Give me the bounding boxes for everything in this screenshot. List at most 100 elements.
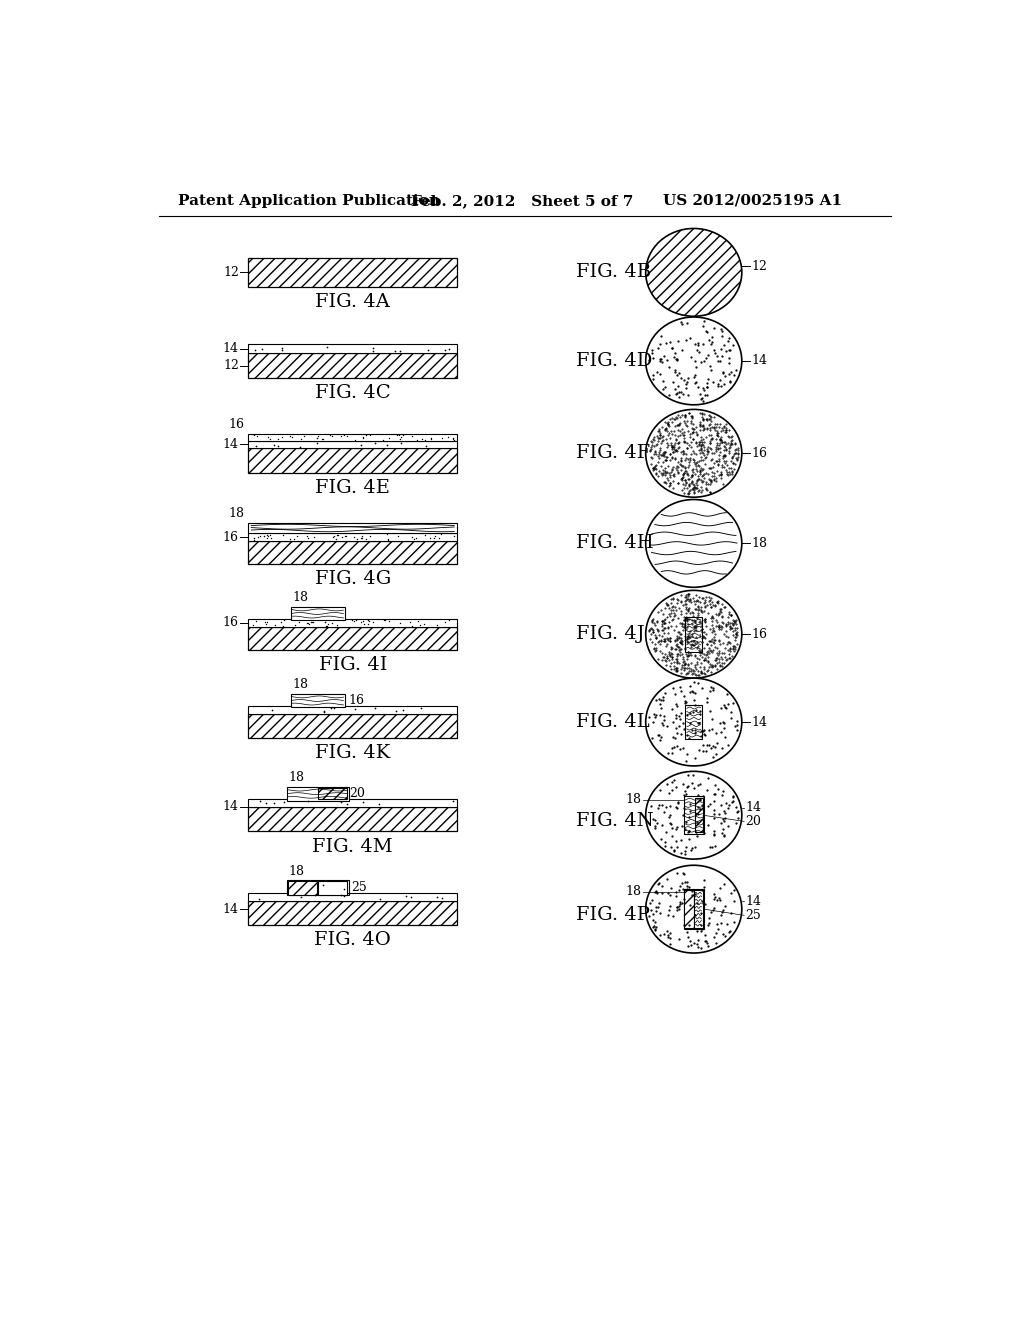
Point — [359, 614, 376, 635]
Point — [346, 611, 362, 632]
Point — [259, 525, 275, 546]
Point — [346, 527, 362, 548]
Point — [303, 611, 319, 632]
Point — [256, 525, 272, 546]
Bar — [248, 541, 458, 564]
Point — [395, 425, 412, 446]
Point — [258, 614, 274, 635]
Point — [318, 610, 335, 631]
Bar — [248, 441, 458, 449]
Point — [329, 524, 345, 545]
Text: FIG. 4A: FIG. 4A — [315, 293, 390, 312]
Point — [252, 525, 268, 546]
Point — [259, 528, 275, 549]
Point — [316, 701, 333, 722]
Point — [300, 612, 316, 634]
Point — [274, 338, 291, 359]
Text: Patent Application Publication: Patent Application Publication — [178, 194, 440, 207]
Point — [324, 612, 340, 634]
Point — [403, 527, 420, 548]
Text: 25: 25 — [351, 880, 367, 894]
Text: 18: 18 — [289, 771, 304, 784]
Text: 12: 12 — [223, 359, 239, 372]
Text: 14: 14 — [223, 342, 239, 355]
Point — [315, 701, 332, 722]
Point — [336, 424, 352, 445]
Point — [318, 615, 335, 636]
Ellipse shape — [646, 590, 741, 678]
Point — [354, 426, 371, 447]
Bar — [248, 257, 458, 286]
Point — [264, 700, 281, 721]
Point — [437, 339, 454, 360]
Point — [246, 528, 262, 549]
Text: FIG. 4N: FIG. 4N — [575, 812, 653, 830]
Point — [410, 429, 426, 450]
Point — [422, 428, 438, 449]
Text: 20: 20 — [349, 787, 366, 800]
Point — [257, 611, 273, 632]
Point — [305, 527, 322, 548]
Point — [349, 528, 366, 549]
Point — [249, 425, 265, 446]
Text: 25: 25 — [745, 908, 762, 921]
Text: 18: 18 — [626, 886, 642, 898]
Bar — [248, 894, 458, 900]
Point — [410, 611, 426, 632]
Point — [266, 792, 283, 813]
Point — [346, 698, 362, 719]
Point — [380, 529, 396, 550]
Point — [392, 341, 409, 362]
Point — [259, 524, 275, 545]
Text: 14: 14 — [751, 715, 767, 729]
Text: Feb. 2, 2012   Sheet 5 of 7: Feb. 2, 2012 Sheet 5 of 7 — [411, 194, 633, 207]
Point — [299, 527, 315, 548]
Point — [359, 609, 376, 630]
Point — [316, 611, 333, 632]
Point — [327, 525, 343, 546]
Point — [391, 424, 408, 445]
Bar — [287, 787, 349, 800]
Ellipse shape — [646, 409, 741, 498]
Point — [441, 610, 458, 631]
Point — [284, 426, 300, 447]
Point — [325, 425, 341, 446]
Point — [323, 697, 339, 718]
Ellipse shape — [646, 771, 741, 859]
Point — [261, 429, 278, 450]
Point — [286, 529, 302, 550]
Point — [375, 429, 391, 450]
Point — [426, 528, 442, 549]
Text: 14: 14 — [745, 895, 762, 908]
Point — [258, 792, 274, 813]
Point — [301, 614, 317, 635]
Point — [293, 428, 309, 449]
Point — [413, 697, 429, 718]
Point — [338, 525, 354, 546]
Point — [433, 428, 450, 449]
Point — [274, 525, 291, 546]
Bar — [317, 788, 347, 799]
Ellipse shape — [646, 678, 741, 766]
Point — [367, 697, 383, 718]
Bar — [248, 345, 458, 354]
Point — [358, 528, 375, 549]
Text: FIG. 4K: FIG. 4K — [315, 744, 390, 763]
Bar — [248, 434, 458, 441]
Point — [346, 429, 362, 450]
Point — [393, 426, 410, 447]
Point — [317, 615, 334, 636]
Text: 14: 14 — [223, 800, 239, 813]
Point — [440, 426, 457, 447]
Point — [330, 524, 346, 545]
Text: FIG. 4G: FIG. 4G — [314, 570, 391, 589]
Point — [387, 701, 403, 722]
Point — [283, 529, 299, 550]
Bar — [694, 799, 703, 832]
Point — [397, 886, 414, 907]
Point — [403, 425, 420, 446]
Point — [380, 528, 396, 549]
Point — [251, 888, 267, 909]
Text: 16: 16 — [223, 531, 239, 544]
Point — [270, 429, 287, 450]
